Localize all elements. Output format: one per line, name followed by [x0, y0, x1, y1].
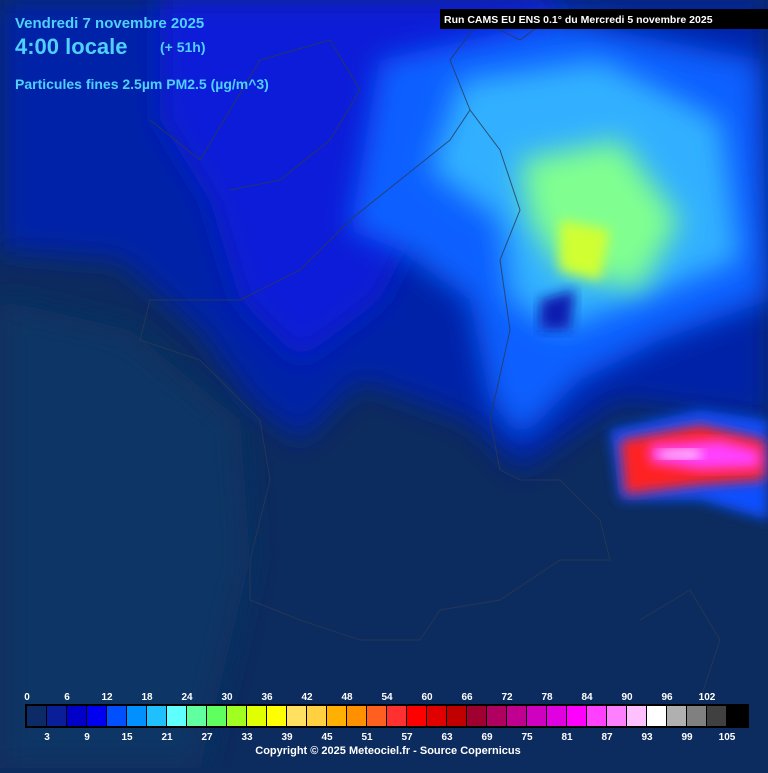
legend-swatch [627, 706, 646, 726]
legend-label: 3 [44, 732, 50, 743]
legend-swatch [447, 706, 466, 726]
legend-label: 9 [84, 732, 90, 743]
legend-label: 69 [481, 732, 493, 743]
legend-label: 27 [201, 732, 213, 743]
legend-label: 72 [501, 692, 513, 703]
legend-label: 42 [301, 692, 313, 703]
run-info: Run CAMS EU ENS 0.1° du Mercredi 5 novem… [444, 14, 713, 26]
legend-label: 93 [641, 732, 653, 743]
legend-label: 18 [141, 692, 153, 703]
legend-swatch [427, 706, 446, 726]
lead-time: (+ 51h) [160, 39, 206, 55]
legend-label: 81 [561, 732, 573, 743]
legend-swatch [507, 706, 526, 726]
legend-swatch [667, 706, 686, 726]
legend-label: 60 [421, 692, 433, 703]
legend-swatch [147, 706, 166, 726]
legend-swatch [107, 706, 126, 726]
copyright: Copyright © 2025 Meteociel.fr - Source C… [255, 745, 520, 757]
legend-label: 39 [281, 732, 293, 743]
legend-label: 63 [441, 732, 453, 743]
legend-swatch [67, 706, 86, 726]
legend-label: 12 [101, 692, 113, 703]
legend-swatch [527, 706, 546, 726]
legend-label: 54 [381, 692, 393, 703]
legend-label: 24 [181, 692, 193, 703]
legend-swatch [727, 706, 746, 726]
legend-swatch [327, 706, 346, 726]
forecast-time: 4:00 locale [15, 34, 128, 59]
legend-label: 66 [461, 692, 473, 703]
legend-label: 75 [521, 732, 533, 743]
legend: 0369121518212427303336394245485154576063… [24, 692, 749, 743]
legend-swatch [567, 706, 586, 726]
legend-label: 45 [321, 732, 333, 743]
legend-swatch [167, 706, 186, 726]
legend-swatch [367, 706, 386, 726]
legend-label: 102 [699, 692, 716, 703]
legend-swatch [347, 706, 366, 726]
legend-swatch [687, 706, 706, 726]
legend-label: 0 [24, 692, 30, 703]
legend-swatch [47, 706, 66, 726]
legend-label: 48 [341, 692, 353, 703]
legend-label: 96 [661, 692, 673, 703]
legend-swatch [287, 706, 306, 726]
legend-swatch [307, 706, 326, 726]
legend-label: 57 [401, 732, 413, 743]
legend-swatch [707, 706, 726, 726]
legend-label: 78 [541, 692, 553, 703]
forecast-date: Vendredi 7 novembre 2025 [15, 15, 204, 32]
legend-swatch [607, 706, 626, 726]
legend-label: 90 [621, 692, 633, 703]
legend-label: 99 [681, 732, 693, 743]
legend-swatch [647, 706, 666, 726]
legend-swatch [87, 706, 106, 726]
legend-swatch [387, 706, 406, 726]
legend-label: 36 [261, 692, 273, 703]
legend-swatch [127, 706, 146, 726]
legend-swatch [247, 706, 266, 726]
legend-label: 6 [64, 692, 70, 703]
legend-swatch [267, 706, 286, 726]
legend-swatch [547, 706, 566, 726]
legend-label: 105 [719, 732, 736, 743]
legend-label: 30 [221, 692, 233, 703]
legend-swatch [487, 706, 506, 726]
run-banner [440, 9, 768, 29]
legend-swatch [227, 706, 246, 726]
legend-swatch [467, 706, 486, 726]
legend-swatch [27, 706, 46, 726]
legend-swatch [187, 706, 206, 726]
legend-swatch [587, 706, 606, 726]
legend-label: 21 [161, 732, 173, 743]
legend-label: 87 [601, 732, 613, 743]
legend-label: 33 [241, 732, 253, 743]
legend-swatch [207, 706, 226, 726]
legend-label: 51 [361, 732, 373, 743]
legend-label: 84 [581, 692, 593, 703]
legend-swatch [407, 706, 426, 726]
parameter: Particules fines 2.5µm PM2.5 (µg/m^3) [15, 76, 269, 92]
legend-label: 15 [121, 732, 133, 743]
